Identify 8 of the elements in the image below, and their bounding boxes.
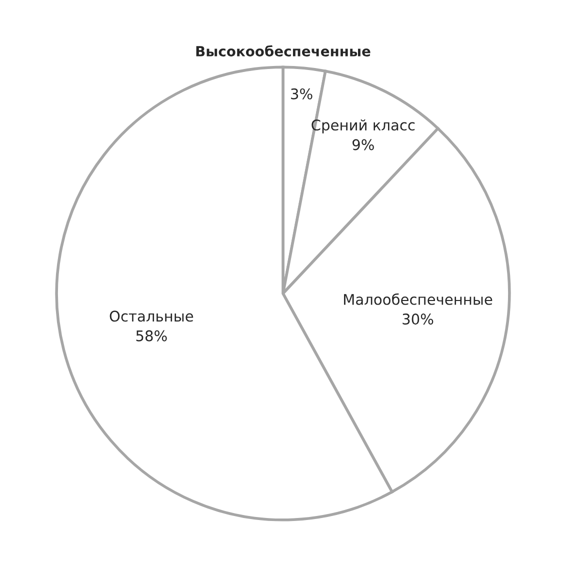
data-label: 58% xyxy=(136,330,167,342)
data-label: 9% xyxy=(352,139,374,150)
slice-label: Срений класс xyxy=(312,119,415,134)
slice-label: Остальные xyxy=(110,310,194,322)
data-label: 3% xyxy=(291,88,312,100)
slice-label: Высокообеспеченные xyxy=(196,45,370,56)
data-label: 30% xyxy=(402,314,434,325)
slice-label: Малообеспеченные xyxy=(344,293,492,305)
